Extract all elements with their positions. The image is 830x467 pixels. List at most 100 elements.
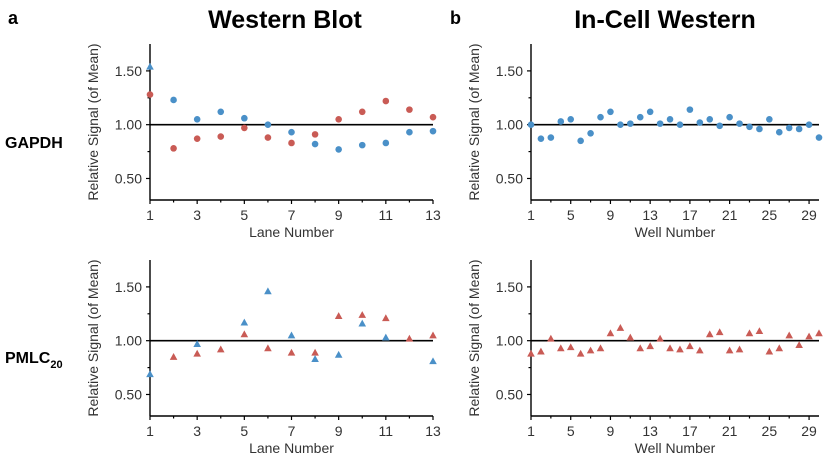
data-point-blue [587,129,594,137]
y-tick-label: 0.50 [496,386,523,402]
x-tick-label: 5 [567,423,575,439]
data-point-red [169,353,178,360]
data-point-blue [805,121,813,128]
data-point-red [636,344,645,352]
data-point-blue [577,137,584,145]
data-point-red [264,134,272,141]
data-point-blue [335,146,342,153]
data-point-blue [716,122,723,130]
data-point-blue [746,123,753,131]
data-point-red [429,113,437,121]
data-point-red [755,327,764,335]
x-axis-label: Well Number [635,440,716,456]
y-tick-label: 0.50 [115,386,142,402]
data-point-blue [706,116,714,123]
data-point-red [586,346,595,354]
data-point-red [311,348,319,356]
data-point-blue [288,128,295,136]
data-point-red [527,349,535,357]
data-point-red [596,344,605,352]
data-point-blue [537,135,545,142]
x-tick-label: 9 [607,207,615,223]
data-point-blue [287,331,296,339]
data-point-red [193,135,201,142]
data-point-red [795,341,803,349]
plot-in-cell-western-gapdh: 0.50 1.00 1.50 1 5 9 13 17 21 25 29 Well Number Rela… [466,43,823,240]
data-point-blue [264,287,272,295]
x-axis-label: Lane Number [249,440,334,456]
y-tick-label: 0.50 [496,170,523,186]
data-point-blue [193,340,201,347]
data-point-red [311,131,319,138]
data-point-red [745,329,754,337]
data-point-red [405,334,414,342]
data-point-blue [193,116,201,123]
data-point-red [785,331,794,339]
data-point-red [765,347,774,355]
y-tick-label: 1.50 [496,63,523,79]
x-tick-label: 13 [425,207,441,223]
x-tick-label: 21 [722,207,738,223]
x-tick-label: 3 [193,207,201,223]
x-tick-label: 25 [762,207,778,223]
data-point-red [735,345,744,353]
y-tick-label: 1.50 [115,279,142,295]
data-point-red [358,108,366,116]
y-tick-label: 1.00 [115,117,142,133]
y-axis-label: Relative Signal (of Mean) [85,43,101,200]
data-point-red [216,345,225,353]
row-label-pmlc-sub: 20 [50,359,62,371]
data-point-red [676,345,684,353]
x-tick-label: 29 [801,423,817,439]
data-point-blue [597,113,604,121]
data-point-red [666,344,674,352]
data-point-blue [429,357,437,365]
x-tick-label: 5 [240,207,248,223]
data-point-red [705,330,714,338]
data-point-blue [636,113,644,121]
data-point-red [217,133,225,140]
data-point-blue [527,121,535,128]
data-point-blue [146,370,154,378]
x-tick-label: 29 [801,207,817,223]
data-point-red [656,334,664,342]
data-point-red [241,124,248,132]
x-tick-label: 13 [425,423,441,439]
data-point-blue [217,108,225,116]
data-point-blue [382,139,390,147]
x-tick-label: 3 [193,423,201,439]
row-label-gapdh: GAPDH [5,135,63,152]
row-label-pmlc: PMLC20 [5,350,63,371]
x-tick-label: 9 [335,423,343,439]
data-point-red [170,145,177,152]
data-point-red [775,344,784,352]
x-tick-label: 9 [607,423,615,439]
data-point-blue [146,62,154,70]
data-point-red [805,332,813,340]
x-tick-label: 9 [335,207,343,223]
data-point-blue [429,127,437,135]
plot-in-cell-western-pmlc: 0.50 1.00 1.50 1 5 9 13 17 21 25 29 Well Number Rela… [466,259,823,456]
x-tick-label: 25 [762,423,778,439]
x-tick-label: 11 [379,207,394,223]
data-point-blue [775,128,783,136]
data-point-blue [686,106,694,113]
data-point-red [287,348,296,356]
data-point-blue [676,121,684,128]
y-tick-label: 1.50 [115,63,142,79]
data-point-blue [358,319,367,327]
data-point-red [686,342,694,350]
data-point-blue [406,128,413,136]
data-point-red [334,312,343,319]
data-point-red [576,349,585,357]
data-point-blue [240,318,249,326]
data-point-blue [785,124,793,132]
x-tick-label: 5 [567,207,575,223]
data-point-red [382,97,390,105]
data-point-blue [382,333,390,341]
y-axis-label: Relative Signal (of Mean) [466,259,482,416]
panel-letter-a: a [8,8,19,28]
